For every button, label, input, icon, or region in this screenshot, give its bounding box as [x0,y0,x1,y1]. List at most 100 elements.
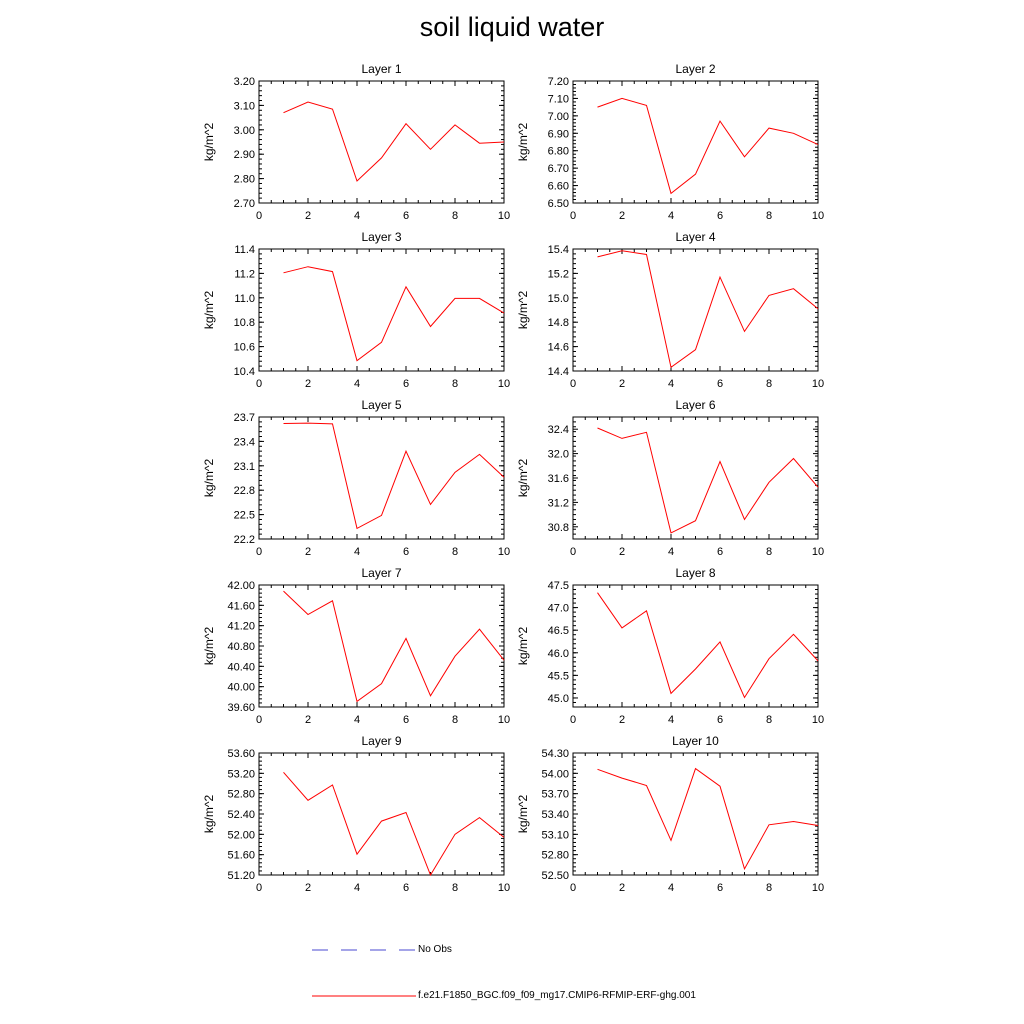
y-axis-label: kg/m^2 [202,795,216,834]
y-tick-label: 2.70 [234,198,255,210]
x-tick-label: 10 [498,210,510,222]
x-tick-label: 2 [619,378,625,390]
y-tick-label: 51.20 [227,870,255,882]
chart-panel-4: 0 2 4 6 8 10 14.4 14.6 14.8 15.0 15.2 15.4 Layer 4 kg… [516,230,824,390]
x-tick-label: 6 [403,714,409,726]
x-tick-label: 6 [403,546,409,558]
y-tick-label: 23.4 [234,436,255,448]
panel-title: Layer 7 [361,566,401,580]
y-tick-label: 6.60 [548,181,569,193]
x-tick-label: 6 [717,546,723,558]
y-tick-label: 15.2 [548,268,569,280]
x-tick-label: 6 [403,210,409,222]
panel-title: Layer 9 [361,734,401,748]
series-line [283,101,505,182]
x-tick-label: 10 [498,882,510,894]
x-tick-label: 8 [452,210,458,222]
x-tick-label: 6 [717,882,723,894]
y-tick-label: 22.2 [234,534,255,546]
x-tick-label: 2 [305,210,311,222]
panel-title: Layer 2 [675,62,715,76]
x-tick-label: 10 [498,714,510,726]
x-tick-label: 2 [305,378,311,390]
y-tick-label: 42.00 [227,580,255,592]
y-axis-label: kg/m^2 [202,123,216,162]
y-tick-label: 10.4 [234,366,255,378]
x-tick-label: 2 [619,714,625,726]
series-line [283,590,505,703]
series-line [597,250,819,369]
x-tick-label: 10 [812,714,824,726]
x-tick-label: 10 [498,546,510,558]
x-tick-label: 0 [256,882,262,894]
y-tick-label: 23.7 [234,412,255,424]
x-tick-label: 4 [668,714,674,726]
panel-title: Layer 10 [672,734,719,748]
panel-title: Layer 5 [361,398,401,412]
x-tick-label: 8 [766,378,772,390]
chart-panel-3: 0 2 4 6 8 10 10.4 10.6 10.8 11.0 11.2 11.4 Layer 3 kg… [202,230,510,390]
x-tick-label: 4 [354,714,360,726]
y-axis-label: kg/m^2 [516,459,530,498]
panel-title: Layer 8 [675,566,715,580]
y-tick-label: 46.5 [548,625,569,637]
chart-panel-5: 0 2 4 6 8 10 22.2 22.5 22.8 23.1 23.4 23.7 Layer 5 kg… [202,398,510,558]
x-tick-label: 6 [717,714,723,726]
x-tick-label: 10 [812,882,824,894]
y-tick-label: 3.20 [234,76,255,88]
x-tick-label: 8 [766,546,772,558]
x-tick-label: 10 [812,210,824,222]
x-tick-label: 2 [305,882,311,894]
chart-panel-1: 0 2 4 6 8 10 2.70 2.80 2.90 3.00 3.10 3.20 Layer 1 kg… [202,62,510,222]
y-tick-label: 6.70 [548,163,569,175]
y-tick-label: 2.90 [234,149,255,161]
y-tick-label: 51.60 [227,850,255,862]
y-tick-label: 7.10 [548,93,569,105]
y-tick-label: 39.60 [227,702,255,714]
chart-panel-8: 0 2 4 6 8 10 45.0 45.5 46.0 46.5 47.0 47.5 Layer 8 kg… [516,566,824,726]
y-tick-label: 41.20 [227,621,255,633]
series-line [597,97,819,195]
x-tick-label: 0 [256,546,262,558]
y-tick-label: 52.80 [227,789,255,801]
series-line [597,592,819,699]
y-tick-label: 22.8 [234,485,255,497]
x-tick-label: 6 [717,210,723,222]
x-tick-label: 8 [452,882,458,894]
chart-panel-2: 0 2 4 6 8 10 6.50 6.60 6.70 6.80 6.90 7.00 7.10 7.20 L… [516,62,824,222]
y-tick-label: 54.00 [541,768,569,780]
y-tick-label: 52.00 [227,829,255,841]
x-tick-label: 4 [668,882,674,894]
x-tick-label: 8 [452,714,458,726]
y-tick-label: 14.8 [548,317,569,329]
x-tick-label: 6 [403,378,409,390]
y-tick-label: 45.0 [548,693,569,705]
y-tick-label: 31.6 [548,473,569,485]
series-line [283,422,505,530]
x-tick-label: 10 [498,378,510,390]
y-tick-label: 53.60 [227,748,255,760]
x-tick-label: 0 [256,714,262,726]
x-tick-label: 0 [570,210,576,222]
panel-title: Layer 1 [361,62,401,76]
y-tick-label: 32.0 [548,449,569,461]
series-line [597,767,819,871]
y-tick-label: 6.50 [548,198,569,210]
y-tick-label: 10.8 [234,317,255,329]
y-tick-label: 3.00 [234,125,255,137]
y-tick-label: 32.4 [548,424,569,436]
y-tick-label: 22.5 [234,510,255,522]
x-tick-label: 4 [668,378,674,390]
y-tick-label: 41.60 [227,600,255,612]
y-tick-label: 53.10 [541,829,569,841]
x-tick-label: 2 [305,546,311,558]
x-tick-label: 4 [668,546,674,558]
y-tick-label: 47.5 [548,580,569,592]
panel-title: Layer 3 [361,230,401,244]
x-tick-label: 0 [256,210,262,222]
y-tick-label: 2.80 [234,174,255,186]
x-tick-label: 8 [452,546,458,558]
x-tick-label: 4 [354,378,360,390]
y-tick-label: 30.8 [548,522,569,534]
y-tick-label: 53.20 [227,768,255,780]
